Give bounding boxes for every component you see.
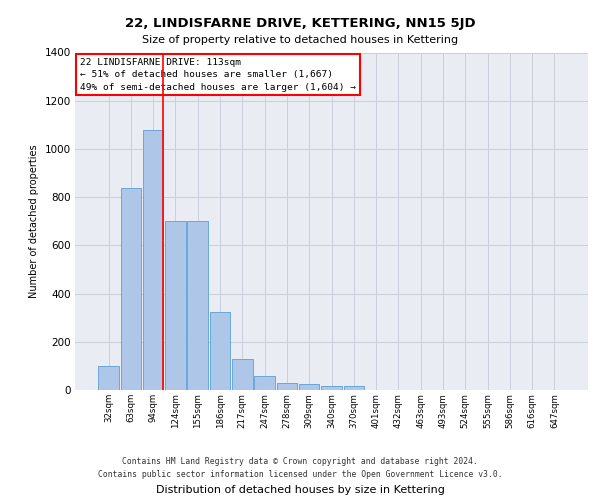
Text: Contains HM Land Registry data © Crown copyright and database right 2024.: Contains HM Land Registry data © Crown c… [122,458,478,466]
Bar [232,358,253,390]
Bar [143,130,163,390]
Text: 22 LINDISFARNE DRIVE: 113sqm
← 51% of detached houses are smaller (1,667)
49% of: 22 LINDISFARNE DRIVE: 113sqm ← 51% of de… [80,58,356,92]
Text: 22, LINDISFARNE DRIVE, KETTERING, NN15 5JD: 22, LINDISFARNE DRIVE, KETTERING, NN15 5… [125,18,475,30]
Bar [121,188,141,390]
Bar [98,366,119,390]
Text: Contains public sector information licensed under the Open Government Licence v3: Contains public sector information licen… [98,470,502,479]
Text: Distribution of detached houses by size in Kettering: Distribution of detached houses by size … [155,485,445,495]
Bar [321,386,342,390]
Bar [344,386,364,390]
Bar [299,384,319,390]
Y-axis label: Number of detached properties: Number of detached properties [29,144,39,298]
Bar [187,221,208,390]
Bar [165,221,186,390]
Bar [254,376,275,390]
Bar [277,383,297,390]
Text: Size of property relative to detached houses in Kettering: Size of property relative to detached ho… [142,35,458,45]
Bar [210,312,230,390]
